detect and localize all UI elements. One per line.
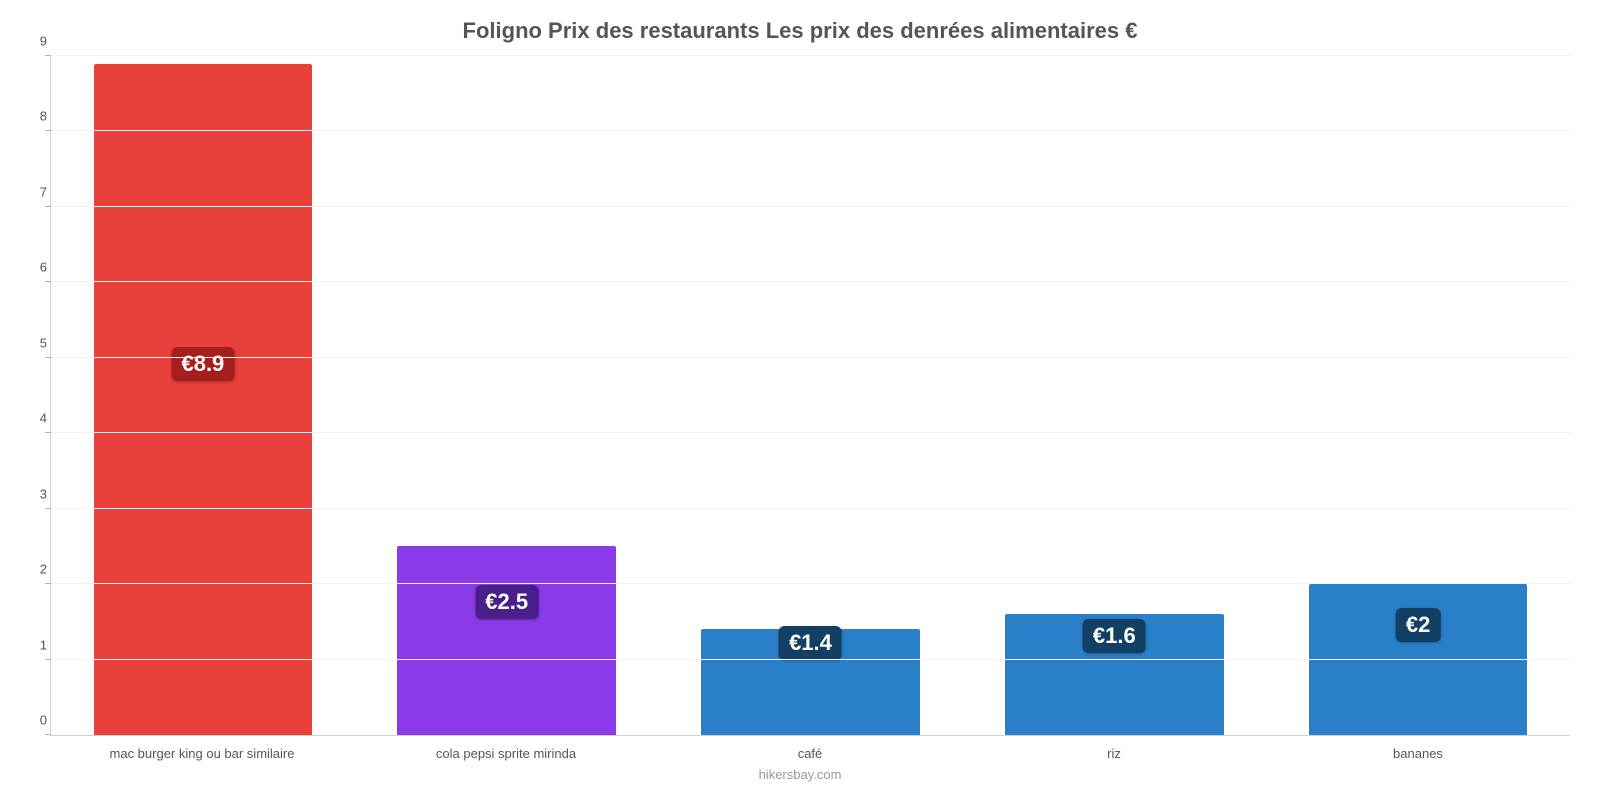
- gridline: [51, 659, 1570, 660]
- y-tick-mark: [45, 130, 51, 131]
- plot-area: €8.9€2.5€1.4€1.6€2 0123456789: [50, 56, 1570, 736]
- x-tick-label: café: [658, 736, 962, 761]
- bar-value-label: €1.6: [1083, 619, 1146, 653]
- x-tick-label: bananes: [1266, 736, 1570, 761]
- x-tick-label: riz: [962, 736, 1266, 761]
- bars-group: €8.9 €2.5 €1.4 €1.6 €2: [51, 56, 1570, 735]
- gridline: [51, 508, 1570, 509]
- y-tick-label: 5: [23, 335, 47, 350]
- y-tick-label: 6: [23, 260, 47, 275]
- bar-value-label: €8.9: [171, 347, 234, 381]
- y-tick-mark: [45, 357, 51, 358]
- chart-container: Foligno Prix des restaurants Les prix de…: [0, 0, 1600, 800]
- y-tick-label: 2: [23, 562, 47, 577]
- y-tick-label: 1: [23, 637, 47, 652]
- gridline: [51, 130, 1570, 131]
- y-tick-mark: [45, 583, 51, 584]
- gridline: [51, 281, 1570, 282]
- x-axis: mac burger king ou bar similairecola pep…: [50, 736, 1570, 761]
- bar-value-label: €2.5: [475, 585, 538, 619]
- y-tick-mark: [45, 55, 51, 56]
- bar-slot: €1.6: [962, 56, 1266, 735]
- y-tick-label: 9: [23, 34, 47, 49]
- chart-title: Foligno Prix des restaurants Les prix de…: [20, 18, 1580, 44]
- y-tick-mark: [45, 206, 51, 207]
- bar-slot: €2: [1266, 56, 1570, 735]
- y-tick-label: 4: [23, 411, 47, 426]
- bar: [94, 64, 313, 735]
- x-tick-label: mac burger king ou bar similaire: [50, 736, 354, 761]
- y-tick-label: 3: [23, 486, 47, 501]
- gridline: [51, 432, 1570, 433]
- gridline: [51, 206, 1570, 207]
- y-tick-label: 0: [23, 713, 47, 728]
- bar-value-label: €2: [1396, 608, 1440, 642]
- y-tick-mark: [45, 508, 51, 509]
- y-tick-mark: [45, 659, 51, 660]
- y-tick-mark: [45, 281, 51, 282]
- attribution-text: hikersbay.com: [20, 767, 1580, 782]
- bar-slot: €1.4: [659, 56, 963, 735]
- x-tick-label: cola pepsi sprite mirinda: [354, 736, 658, 761]
- y-tick-label: 7: [23, 184, 47, 199]
- bar-slot: €2.5: [355, 56, 659, 735]
- bar-value-label: €1.4: [779, 626, 842, 660]
- gridline: [51, 55, 1570, 56]
- bar: [397, 546, 616, 735]
- gridline: [51, 357, 1570, 358]
- bar-slot: €8.9: [51, 56, 355, 735]
- gridline: [51, 583, 1570, 584]
- y-tick-mark: [45, 432, 51, 433]
- y-tick-label: 8: [23, 109, 47, 124]
- y-tick-mark: [45, 734, 51, 735]
